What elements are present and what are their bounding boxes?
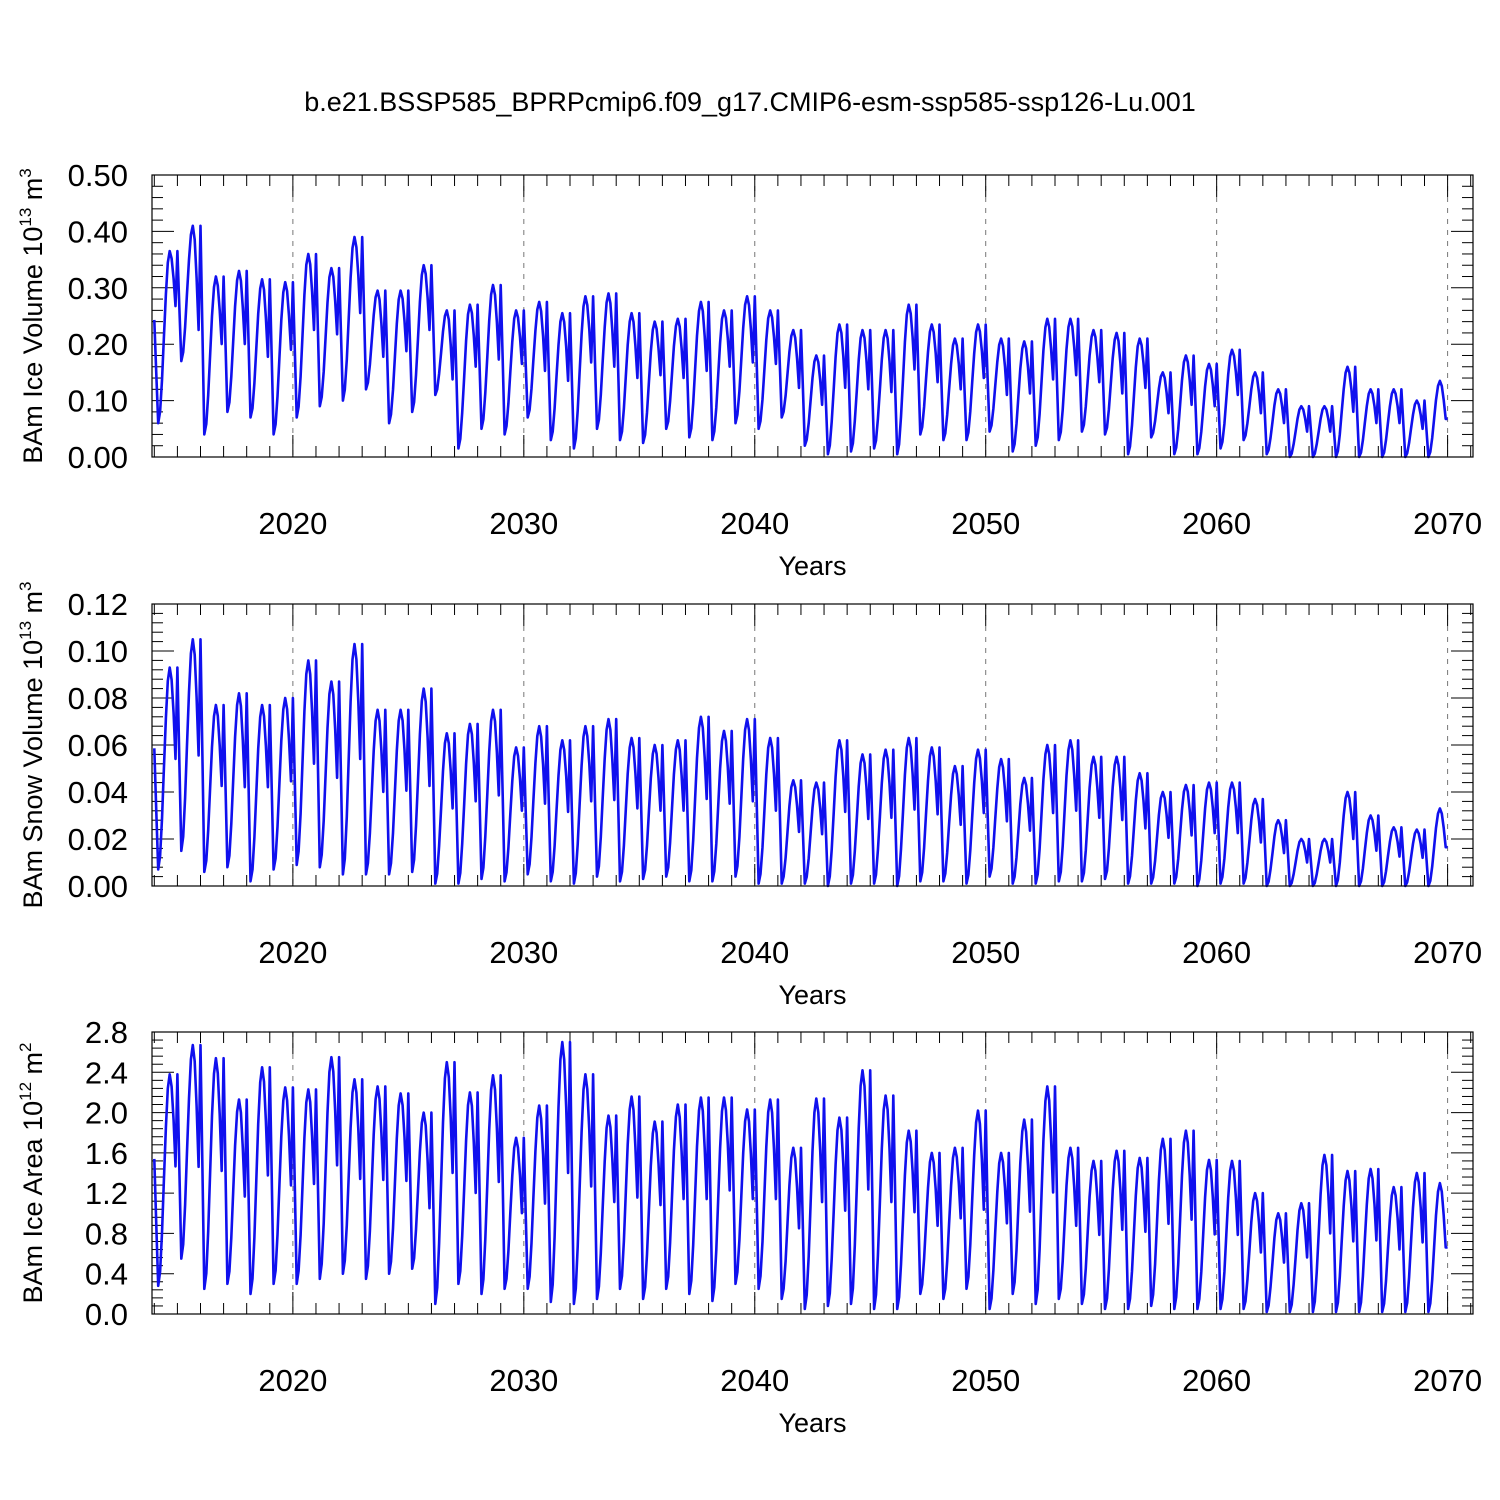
- ice-volume-series-line: [153, 224, 1448, 459]
- ice-volume-y-axis-label-ylabel-unit: m: [18, 178, 48, 208]
- ice-area-xtick-label: 2040: [720, 1363, 789, 1398]
- ice-area-xtick-label: 2030: [489, 1363, 558, 1398]
- snow-volume-y-axis-label-ylabel-unit: m: [18, 591, 48, 621]
- ice-volume-ytick-label: 0.30: [68, 271, 128, 306]
- ice-area-ytick-label: 0.0: [85, 1297, 128, 1332]
- ice-volume-ytick-label: 0.50: [68, 158, 128, 193]
- ice-area-xtick-label: 2070: [1413, 1363, 1482, 1398]
- snow-volume-ytick-label: 0.10: [68, 634, 128, 669]
- ice-area-plot-frame: [151, 1031, 1474, 1315]
- snow-volume-x-axis-label: Years: [778, 980, 846, 1010]
- ice-volume-xtick-label: 2060: [1182, 506, 1251, 541]
- snow-volume-y-axis-label: BAm Snow Volume 1013 m3: [16, 581, 48, 908]
- ice-volume-y-axis-label-ylabel-unit-exp: 3: [16, 168, 35, 177]
- ice-area-panel: 0.0 0.4 0.8 1.2 1.6 2.0 2.4 2.8 2020 2030 2040 2050…: [16, 1015, 1482, 1438]
- snow-volume-xtick-label: 2040: [720, 935, 789, 970]
- ice-volume-ytick-label: 0.00: [68, 440, 128, 475]
- ice-volume-y-axis-label: BAm Ice Volume 1013 m3: [16, 168, 48, 464]
- ice-volume-xtick-label: 2020: [258, 506, 327, 541]
- ice-area-xtick-label: 2020: [258, 1363, 327, 1398]
- ice-volume-ytick-label: 0.20: [68, 327, 128, 362]
- snow-volume-y-axis-label-ylabel-main: BAm Snow Volume 10: [18, 640, 48, 909]
- ice-area-y-axis-label-ylabel-unit-exp: 2: [16, 1043, 35, 1052]
- snow-volume-y-axis-label-ylabel-unit-exp: 3: [16, 581, 35, 590]
- ice-area-y-axis-label: BAm Ice Area 1012 m2: [16, 1043, 48, 1304]
- snow-volume-ytick-label: 0.02: [68, 822, 128, 857]
- ice-area-xtick-label: 2050: [951, 1363, 1020, 1398]
- ice-area-series-line: [153, 1040, 1448, 1314]
- ice-area-ytick-label: 0.4: [85, 1257, 128, 1292]
- snow-volume-ytick-label: 0.04: [68, 775, 128, 810]
- ice-volume-x-axis-label: Years: [778, 551, 846, 581]
- ice-area-ytick-label: 0.8: [85, 1216, 128, 1251]
- figure-title: b.e21.BSSP585_BPRPcmip6.f09_g17.CMIP6-es…: [304, 87, 1196, 117]
- ice-volume-y-axis-label-ylabel-main: BAm Ice Volume 10: [18, 227, 48, 464]
- ice-area-x-axis-label: Years: [778, 1408, 846, 1438]
- snow-volume-ytick-label: 0.08: [68, 681, 128, 716]
- ice-volume-y-axis-label-ylabel-exp: 13: [16, 208, 35, 227]
- snow-volume-xtick-label: 2060: [1182, 935, 1251, 970]
- ice-area-xtick-label: 2060: [1182, 1363, 1251, 1398]
- snow-volume-xtick-label: 2030: [489, 935, 558, 970]
- ice-area-ytick-label: 1.2: [85, 1176, 128, 1211]
- snow-volume-xtick-label: 2020: [258, 935, 327, 970]
- snow-volume-xtick-label: 2070: [1413, 935, 1482, 970]
- ice-volume-panel: 0.00 0.10 0.20 0.30 0.40 0.50 2020 2030 2040 2050…: [16, 158, 1482, 581]
- ice-area-ytick-label: 1.6: [85, 1136, 128, 1171]
- ice-volume-xtick-label: 2050: [951, 506, 1020, 541]
- snow-volume-ytick-label: 0.12: [68, 587, 128, 622]
- ice-area-ytick-label: 2.4: [85, 1055, 128, 1090]
- ice-area-y-axis-label-ylabel-main: BAm Ice Area 10: [18, 1101, 48, 1304]
- ice-volume-xtick-label: 2070: [1413, 506, 1482, 541]
- snow-volume-y-axis-label-ylabel-exp: 13: [16, 621, 35, 640]
- ice-area-y-axis-label-ylabel-exp: 12: [16, 1082, 35, 1101]
- ice-area-y-axis-label-ylabel-unit: m: [18, 1052, 48, 1082]
- ice-volume-xtick-label: 2030: [489, 506, 558, 541]
- snow-volume-plot-frame: [151, 603, 1474, 887]
- snow-volume-ytick-label: 0.00: [68, 869, 128, 904]
- ice-area-ytick-label: 2.8: [85, 1015, 128, 1050]
- ice-volume-ytick-label: 0.10: [68, 384, 128, 419]
- ice-volume-ytick-label: 0.40: [68, 214, 128, 249]
- snow-volume-ytick-label: 0.06: [68, 728, 128, 763]
- snow-volume-series-line: [153, 637, 1448, 888]
- snow-volume-xtick-label: 2050: [951, 935, 1020, 970]
- snow-volume-panel: 0.00 0.02 0.04 0.06 0.08 0.10 0.12 2020 2030 2040…: [16, 581, 1482, 1010]
- ice-volume-plot-frame: [151, 174, 1474, 458]
- ice-volume-xtick-label: 2040: [720, 506, 789, 541]
- ice-area-ytick-label: 2.0: [85, 1096, 128, 1131]
